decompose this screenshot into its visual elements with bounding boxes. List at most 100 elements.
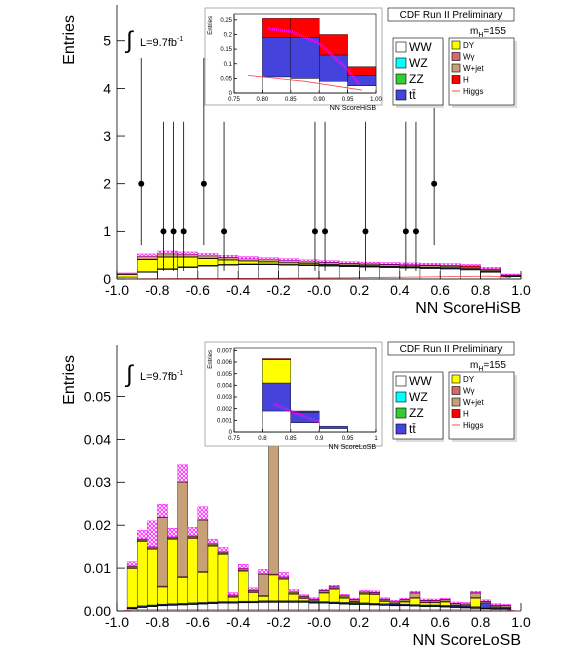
histogram-segment (168, 605, 178, 611)
mass-value: =155 (483, 360, 506, 371)
x-tick-label: -0.0 (307, 614, 331, 630)
signal-segment (440, 598, 450, 599)
signal-segment (218, 255, 238, 257)
histogram-segment (147, 549, 157, 605)
legend-swatch (396, 408, 406, 418)
legend-swatch (396, 74, 406, 84)
header: CDF Run II Preliminary (400, 10, 503, 21)
histogram-segment (262, 383, 290, 411)
signal-segment (309, 598, 319, 599)
lumi-text: L=9.7fb (140, 371, 177, 383)
signal-segment (460, 602, 470, 603)
legend-swatch (452, 398, 460, 406)
y-tick-label: 1 (103, 223, 111, 239)
y-tick-label: 0.2 (224, 33, 233, 39)
histogram-segment (370, 595, 380, 604)
legend-swatch (396, 42, 406, 52)
y-tick-label: 0.006 (217, 360, 233, 366)
histogram-segment (319, 266, 339, 279)
x-tick-label: -0.8 (145, 614, 169, 630)
y-tick-label: 0.15 (220, 47, 232, 53)
y-tick-label: 2 (103, 176, 111, 192)
histogram-segment (258, 262, 278, 264)
legend-swatch (396, 90, 406, 100)
legend-label: W+jet (463, 64, 484, 73)
histogram-segment (400, 602, 410, 604)
signal-segment (450, 602, 460, 603)
legend-swatch (396, 392, 406, 402)
histogram-segment (248, 593, 258, 602)
histogram-segment (471, 598, 481, 607)
signal-segment (228, 593, 238, 595)
signal-segment (319, 261, 339, 263)
x-tick-label: 0.85 (285, 97, 297, 103)
histogram-segment (269, 575, 279, 601)
data-point (221, 228, 227, 234)
signal-segment (440, 264, 460, 266)
histogram-segment (137, 256, 157, 259)
y-tick-label: 3 (103, 128, 111, 144)
signal-segment (410, 591, 420, 592)
signal-segment (238, 257, 258, 259)
histogram-segment (420, 269, 440, 279)
histogram-segment (178, 578, 188, 604)
histogram-segment (460, 267, 480, 268)
histogram-segment (157, 257, 177, 268)
legend-label: ZZ (409, 72, 424, 86)
histogram-segment (157, 269, 177, 279)
signal-segment (471, 591, 481, 592)
signal-segment (380, 263, 400, 265)
y-axis-title: Entries (61, 15, 78, 65)
x-tick-label: -0.4 (226, 614, 250, 630)
histogram-segment (198, 259, 218, 266)
histogram-segment (168, 539, 178, 603)
mass-label: mH=155 (470, 360, 506, 373)
histogram-segment (339, 264, 359, 265)
y-tick-label: 0.003 (217, 395, 233, 401)
signal-segment (390, 600, 400, 601)
signal-segment (349, 598, 359, 599)
histogram-segment (291, 423, 319, 432)
lumi-text: L=9.7fb (140, 37, 177, 49)
y-tick-label: 0.03 (84, 474, 111, 490)
y-tick-label: 0.25 (220, 18, 232, 24)
signal-segment (238, 564, 248, 568)
x-tick-label: 0.6 (430, 282, 450, 298)
histogram-segment (279, 263, 299, 264)
histogram-segment (178, 257, 198, 267)
histogram-segment (291, 18, 319, 37)
signal-segment (339, 594, 349, 595)
x-tick-label: -0.2 (267, 282, 291, 298)
x-tick-label: 0.4 (390, 282, 410, 298)
x-tick-label: 0.95 (342, 97, 354, 103)
histogram-segment (228, 597, 238, 601)
signal-segment (178, 465, 188, 482)
histogram-segment (359, 594, 369, 603)
data-point (413, 228, 419, 234)
histogram-segment (319, 429, 347, 433)
y-tick-label: 0.05 (220, 76, 232, 82)
signal-segment (430, 599, 440, 600)
signal-segment (420, 599, 430, 600)
legend-label: DY (463, 41, 475, 50)
data-point (362, 228, 368, 234)
histogram-segment (420, 607, 430, 611)
histogram-segment (262, 360, 290, 383)
x-tick-label: 0.6 (430, 614, 450, 630)
x-tick-label: 1.00 (370, 97, 382, 103)
histogram-segment (178, 268, 198, 279)
data-point (431, 181, 437, 187)
histogram-segment (198, 256, 218, 258)
legend-swatch (452, 410, 460, 418)
histogram-segment (440, 607, 450, 611)
histogram-segment (178, 482, 188, 576)
x-tick-label: 0.85 (285, 436, 297, 442)
histogram-segment (262, 37, 290, 77)
histogram-segment (269, 445, 279, 574)
histogram-segment (380, 602, 390, 604)
x-tick-label: 0.75 (228, 436, 240, 442)
legend-label: tt̄ (409, 422, 416, 436)
histogram-segment (359, 264, 379, 265)
y-tick-label: 0.05 (84, 388, 111, 404)
signal-segment (299, 260, 319, 262)
